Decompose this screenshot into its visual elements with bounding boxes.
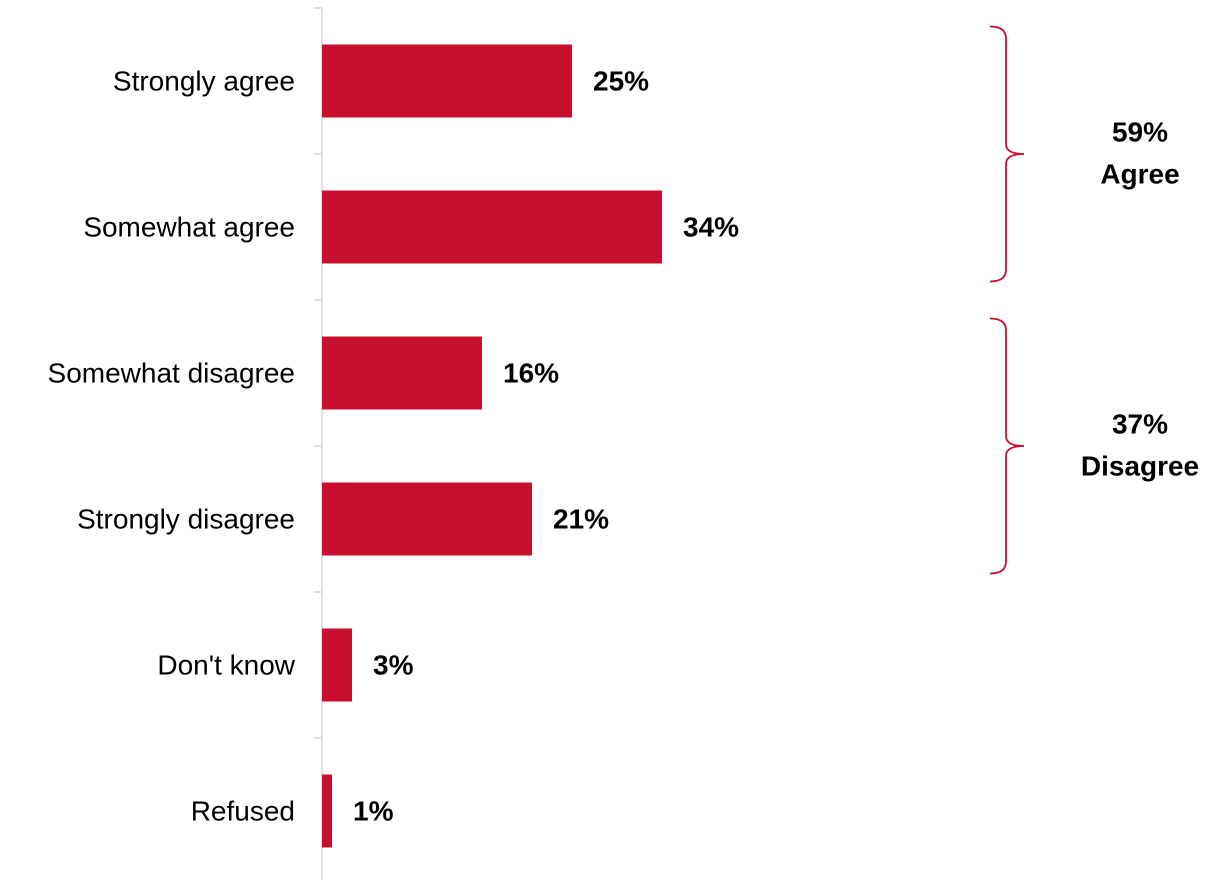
bar [322,482,532,556]
category-label: Strongly disagree [77,504,295,535]
groups-layer: 59% Agree 37% Disagree [989,25,1199,575]
axis-layer [314,7,323,880]
bar [322,190,662,264]
value-label: 1% [353,796,394,827]
value-label: 25% [593,66,649,97]
bar [322,774,332,848]
category-label: Refused [191,796,295,827]
value-label: 16% [503,358,559,389]
group-name-label: Disagree [1081,451,1199,482]
category-label: Somewhat disagree [48,358,295,389]
category-label: Somewhat agree [83,212,295,243]
value-label: 3% [373,650,414,681]
bar [322,44,572,118]
group-bracket [989,25,1025,283]
bar [322,336,482,410]
group-name-label: Agree [1100,159,1179,190]
group-value-label: 37% [1112,409,1168,440]
group-value-label: 59% [1112,117,1168,148]
bar [322,628,352,702]
group-bracket [989,317,1025,575]
value-label: 34% [683,212,739,243]
value-label: 21% [553,504,609,535]
category-label: Strongly agree [113,66,295,97]
bars-layer [322,44,662,848]
category-label: Don't know [157,650,295,681]
labels-layer: Strongly agree 25% Somewhat agree 34% Somewh… [48,66,740,827]
